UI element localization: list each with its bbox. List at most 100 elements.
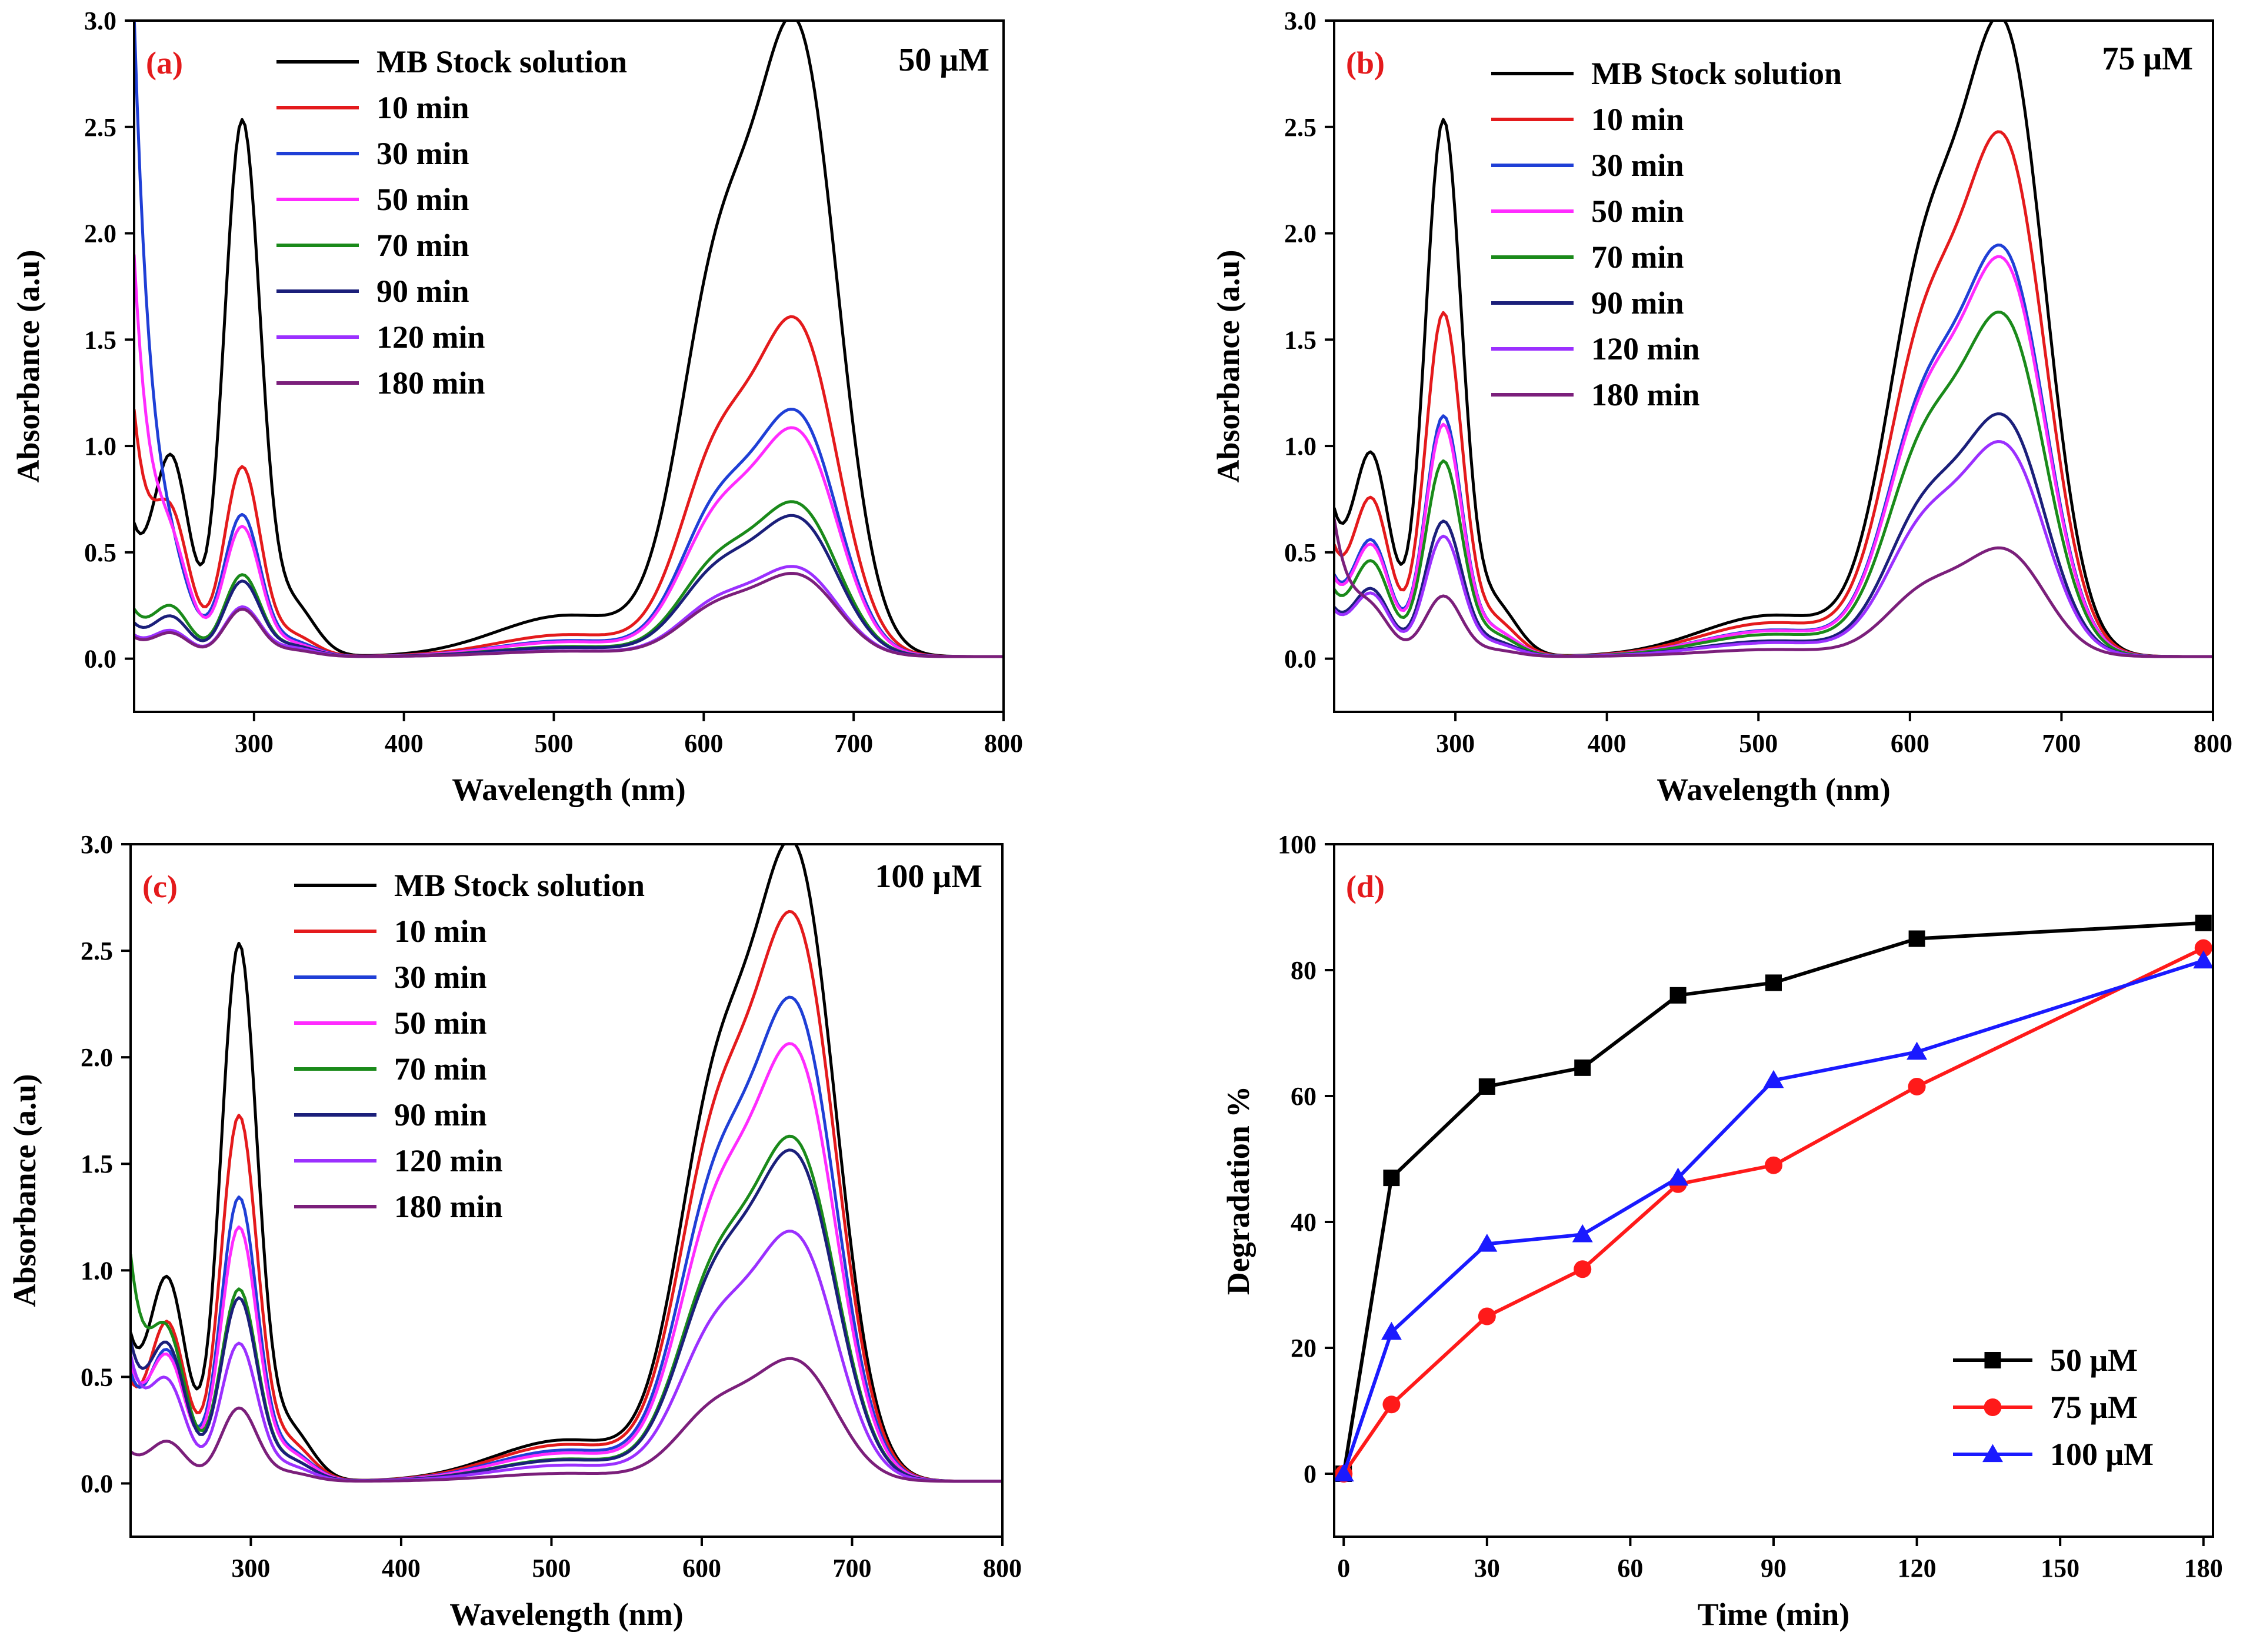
data-point-d-1-7 <box>2194 939 2212 957</box>
series-line-b-3 <box>1334 255 2213 658</box>
panel-b-y-axis-title: Absorbance (a.u) <box>1211 249 1246 482</box>
legend-label-b-7: 180 min <box>1591 377 1700 412</box>
panel-a-ytick-label-0: 0.0 <box>84 645 116 674</box>
data-point-d-0-2 <box>1478 1078 1495 1095</box>
panel-b-xtick-label-0: 300 <box>1436 729 1475 758</box>
panel-a-series <box>134 21 1004 658</box>
panel-c-xtick-label-4: 700 <box>832 1554 871 1583</box>
panel-c-concentration-label: 100 μM <box>875 858 982 895</box>
legend-marker-d-1 <box>1984 1398 2002 1416</box>
data-point-d-2-5 <box>1763 1070 1784 1088</box>
panel-d-xtick-label-2: 60 <box>1617 1554 1643 1583</box>
panel-c-ytick-label-4: 2.0 <box>81 1043 113 1072</box>
panel-b-x-axis-title: Wavelength (nm) <box>1657 772 1891 807</box>
data-point-d-0-6 <box>1908 930 1925 947</box>
panel-c-xtick-label-3: 600 <box>682 1554 721 1583</box>
panel-a-panel-letter: (a) <box>146 45 183 81</box>
data-point-d-1-3 <box>1574 1260 1592 1278</box>
panel-b-xtick-label-3: 600 <box>1891 729 1929 758</box>
panel-d-y-axis-title: Degradation % <box>1221 1086 1256 1295</box>
panel-a-ytick-label-3: 1.5 <box>84 325 116 354</box>
series-line-a-0 <box>134 21 1004 658</box>
panel-c-frame <box>129 843 1004 1538</box>
panel-d-legend: 50 μM 75 μM 100 μM <box>1953 1343 2154 1472</box>
panel-b-xtick-label-4: 700 <box>2042 729 2081 758</box>
legend-label-b-5: 90 min <box>1591 285 1684 321</box>
panel-a-ytick-label-1: 0.5 <box>84 538 116 567</box>
legend-label-c-5: 90 min <box>394 1097 487 1133</box>
data-point-d-1-5 <box>1765 1156 1782 1174</box>
series-line-a-1 <box>134 315 1004 658</box>
legend-label-b-4: 70 min <box>1591 239 1684 275</box>
panel-b-frame <box>1333 19 2214 713</box>
panel-b-ytick-label-3: 1.5 <box>1284 325 1317 354</box>
series-line-a-7 <box>134 572 1004 658</box>
panel-c-xtick-label-0: 300 <box>231 1554 270 1583</box>
panel-c-xtick-label-5: 800 <box>983 1554 1022 1583</box>
panel-a-xtick-label-4: 700 <box>834 729 873 758</box>
panel-d-xtick-label-1: 30 <box>1474 1554 1500 1583</box>
data-point-d-0-1 <box>1383 1170 1400 1187</box>
panel-c-ytick-label-5: 2.5 <box>81 937 113 965</box>
series-line-a-3 <box>134 254 1004 658</box>
series-line-b-0 <box>1334 21 2213 658</box>
panel-d-xtick-label-5: 150 <box>2041 1554 2079 1583</box>
panel-a-concentration-label: 50 μM <box>898 42 989 78</box>
panel-c-ytick-label-1: 0.5 <box>81 1363 113 1391</box>
series-line-d-2 <box>1342 959 2204 1474</box>
panel-b-ytick-label-1: 0.5 <box>1284 538 1317 567</box>
panel-a-xtick-label-1: 400 <box>385 729 424 758</box>
panel-d-ytick-label-0: 0 <box>1304 1460 1317 1488</box>
panel-b-ytick-label-2: 1.0 <box>1284 432 1317 461</box>
series-line-b-4 <box>1334 310 2213 658</box>
panel-c-xtick-label-2: 500 <box>532 1554 571 1583</box>
panel-b-series <box>1334 21 2213 658</box>
legend-label-a-4: 70 min <box>376 228 469 263</box>
series-line-c-6 <box>131 1230 1002 1483</box>
series-line-c-7 <box>131 1357 1002 1483</box>
data-point-d-0-4 <box>1669 987 1687 1004</box>
legend-label-a-7: 180 min <box>376 365 485 401</box>
panel-b-panel-letter: (b) <box>1346 45 1385 81</box>
series-line-a-5 <box>134 514 1004 658</box>
panel-d-ytick-label-4: 80 <box>1291 956 1317 985</box>
panel-a-ytick-label-5: 2.5 <box>84 113 116 142</box>
legend-label-b-6: 120 min <box>1591 331 1700 367</box>
panel-c-ytick-label-2: 1.0 <box>81 1256 113 1285</box>
panel-b-concentration-label: 75 μM <box>2102 41 2193 77</box>
data-point-d-1-1 <box>1382 1395 1401 1414</box>
panel-d-xtick-label-0: 0 <box>1337 1554 1350 1583</box>
panel-a-xtick-label-3: 600 <box>684 729 723 758</box>
legend-label-c-1: 10 min <box>394 914 487 949</box>
panel-c-ytick-label-6: 3.0 <box>81 830 113 859</box>
panel-d-xtick-label-3: 90 <box>1761 1554 1787 1583</box>
data-point-d-2-0 <box>1334 1463 1354 1482</box>
legend-label-a-6: 120 min <box>376 319 485 355</box>
panel-c-panel-letter: (c) <box>142 869 178 904</box>
legend-label-c-3: 50 min <box>394 1005 487 1041</box>
legend-marker-d-0 <box>1984 1352 2001 1368</box>
series-line-b-6 <box>1334 440 2213 658</box>
panel-a-legend: MB Stock solution 10 min 30 min 50 min 70 mi… <box>276 44 627 401</box>
legend-label-c-6: 120 min <box>394 1143 503 1178</box>
panel-d-ytick-label-2: 40 <box>1291 1208 1317 1237</box>
legend-label-a-3: 50 min <box>376 182 469 217</box>
series-line-c-5 <box>131 1148 1002 1483</box>
legend-label-a-0: MB Stock solution <box>376 44 627 79</box>
panel-b-xtick-label-2: 500 <box>1739 729 1778 758</box>
series-line-d-0 <box>1342 921 2204 1474</box>
data-point-d-2-7 <box>2193 950 2213 969</box>
panel-b-ytick-label-0: 0.0 <box>1284 645 1317 674</box>
legend-label-b-0: MB Stock solution <box>1591 56 1842 91</box>
legend-label-b-1: 10 min <box>1591 102 1684 137</box>
series-line-c-0 <box>131 844 1002 1483</box>
legend-label-b-2: 30 min <box>1591 148 1684 183</box>
panel-d-ytick-label-3: 60 <box>1291 1082 1317 1111</box>
panel-a-ytick-label-6: 3.0 <box>84 6 116 35</box>
panel-a-ytick-label-4: 2.0 <box>84 219 116 248</box>
data-point-d-0-7 <box>2195 914 2212 931</box>
series-line-b-5 <box>1334 412 2213 658</box>
panel-b-ytick-label-4: 2.0 <box>1284 219 1317 248</box>
legend-label-d-1: 75 μM <box>2050 1390 2138 1425</box>
